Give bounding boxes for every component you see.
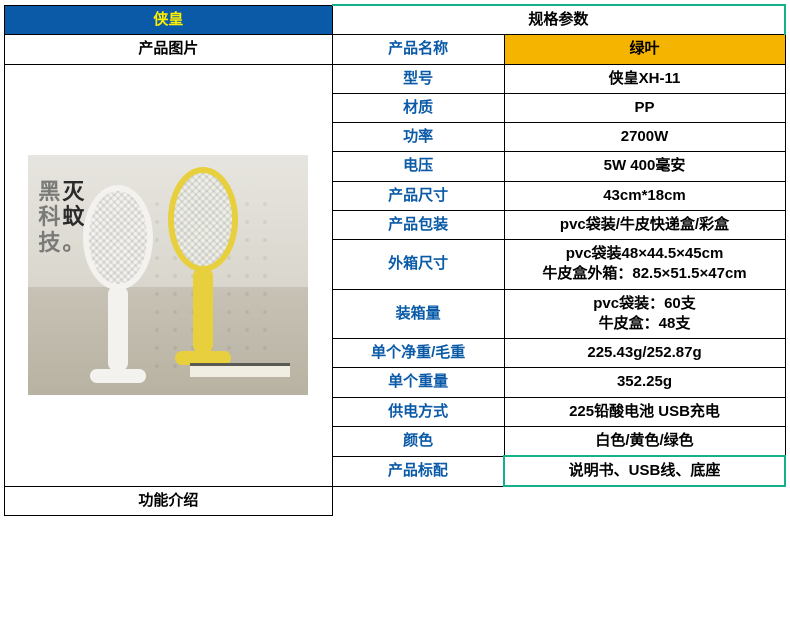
spec-label: 单个重量 [332,368,504,397]
image-label: 产品图片 [5,35,333,64]
footer-row: 功能介绍 [5,486,786,515]
brand-header: 侠皇 [5,5,333,35]
spec-label: 产品名称 [332,35,504,64]
spec-value: pvc袋装48×44.5×45cm 牛皮盒外箱：82.5×51.5×47cm [504,240,785,290]
spec-label: 功率 [332,123,504,152]
spec-value: 侠皇XH-11 [504,64,785,93]
racket-yellow-icon [168,167,238,365]
spec-label: 产品包装 [332,210,504,239]
function-empty [332,486,785,515]
slogan-char: 技 [38,230,62,255]
spec-label: 电压 [332,152,504,181]
spec-value: PP [504,93,785,122]
spec-label: 产品尺寸 [332,181,504,210]
spec-value: 352.25g [504,368,785,397]
slogan-char: 科 [38,204,62,229]
spec-label: 颜色 [332,426,504,456]
spec-label: 产品标配 [332,456,504,486]
racket-white-icon [83,185,153,383]
spec-value: 43cm*18cm [504,181,785,210]
spec-header: 规格参数 [332,5,785,35]
spec-table: 侠皇 规格参数 产品图片 产品名称 绿叶 黑灭 科蚊 技。 [4,4,786,516]
spec-value: 5W 400毫安 [504,152,785,181]
subheader-row: 产品图片 产品名称 绿叶 [5,35,786,64]
spec-value: 白色/黄色/绿色 [504,426,785,456]
spec-value: 说明书、USB线、底座 [504,456,785,486]
book-prop-icon [190,363,290,377]
spec-label: 供电方式 [332,397,504,426]
spec-label: 单个净重/毛重 [332,339,504,368]
product-slogan: 黑灭 科蚊 技。 [38,179,86,255]
product-image-cell: 黑灭 科蚊 技。 [5,64,333,486]
header-row: 侠皇 规格参数 [5,5,786,35]
function-label: 功能介绍 [5,486,333,515]
spec-label: 装箱量 [332,289,504,339]
spec-value: pvc袋装：60支 牛皮盒：48支 [504,289,785,339]
product-image: 黑灭 科蚊 技。 [28,155,308,395]
spec-value: pvc袋装/牛皮快递盒/彩盒 [504,210,785,239]
spec-label: 材质 [332,93,504,122]
spec-value: 绿叶 [504,35,785,64]
slogan-char: 黑 [38,179,62,204]
spec-value: 225铅酸电池 USB充电 [504,397,785,426]
spec-label: 型号 [332,64,504,93]
spec-value: 2700W [504,123,785,152]
spec-value: 225.43g/252.87g [504,339,785,368]
spec-label: 外箱尺寸 [332,240,504,290]
